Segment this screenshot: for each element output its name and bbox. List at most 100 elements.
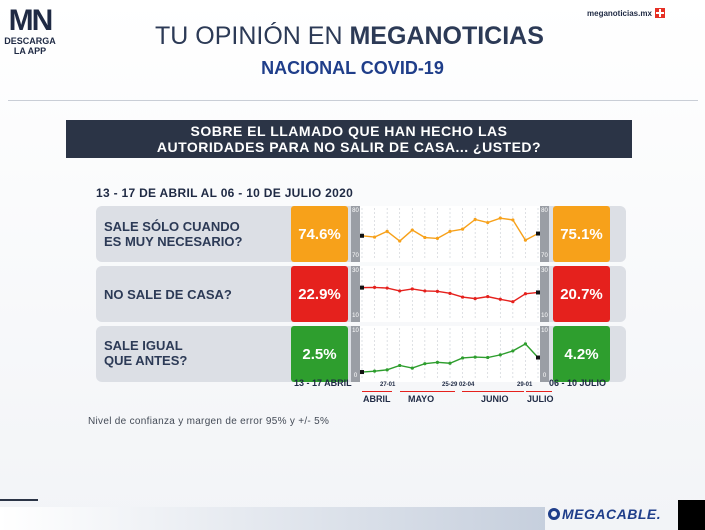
data-point — [410, 228, 414, 232]
scale-tick-top: 10 — [352, 328, 359, 334]
month-bar-mayo — [400, 391, 455, 392]
date-range: 13 - 17 DE ABRIL AL 06 - 10 DE JULIO 202… — [96, 186, 354, 200]
data-point — [410, 366, 414, 370]
flag-icon — [655, 8, 665, 18]
data-point — [523, 342, 528, 346]
axis-day-label: 27-01 — [380, 382, 396, 388]
confidence-footnote: Nivel de confianza y margen de error 95%… — [88, 416, 330, 427]
month-bar-junio — [462, 391, 524, 392]
data-point — [448, 291, 452, 295]
meganoticias-logo[interactable]: MN DESCARGA LA APP — [4, 4, 56, 57]
data-point — [385, 229, 389, 233]
data-point — [372, 285, 377, 289]
data-point — [410, 287, 414, 291]
data-point — [385, 286, 389, 290]
logo-mark: MN — [8, 4, 54, 37]
scale-tick-top: 10 — [541, 328, 548, 334]
data-point — [448, 229, 452, 233]
scale-tick-top: 30 — [352, 268, 359, 274]
month-label-junio: JUNIO — [481, 394, 509, 404]
data-point — [536, 231, 540, 236]
data-point — [435, 360, 440, 364]
data-point — [536, 355, 540, 360]
megacable-logo[interactable]: MEGACABLE. — [548, 506, 661, 522]
logo-download-text: DESCARGA LA APP — [4, 36, 56, 56]
scale-tick-bottom: 0 — [542, 373, 547, 379]
start-date-label: 13 - 17 ABRIL — [294, 378, 352, 388]
data-point — [372, 369, 377, 373]
data-point — [398, 289, 402, 293]
data-point — [435, 236, 440, 240]
scale-right-necesario — [540, 206, 549, 262]
site-url: meganoticias.mx — [587, 9, 652, 18]
data-point — [498, 297, 502, 301]
scale-left-no-sale — [351, 266, 360, 322]
axis-day-label: 02-04 — [459, 382, 475, 388]
page-subtitle: NACIONAL COVID-19 — [261, 58, 444, 78]
scale-right-igual — [540, 326, 549, 382]
data-point — [360, 370, 364, 375]
data-point — [360, 233, 364, 238]
scale-left-igual — [351, 326, 360, 382]
data-point — [398, 239, 402, 243]
question-banner: SOBRE EL LLAMADO QUE HAN HECHO LAS AUTOR… — [66, 120, 632, 158]
data-point — [448, 361, 452, 365]
data-point — [385, 368, 389, 372]
month-bar-abril — [362, 391, 392, 392]
month-bar-julio — [526, 391, 552, 392]
data-point — [536, 290, 540, 295]
data-point — [498, 353, 502, 357]
scale-tick-top: 80 — [541, 208, 548, 214]
data-point — [511, 349, 515, 353]
scale-tick-bottom: 10 — [352, 313, 359, 319]
end-value-necesario: 75.1% — [553, 206, 610, 262]
data-point — [372, 235, 377, 239]
scale-tick-bottom: 10 — [541, 313, 548, 319]
data-point — [523, 238, 528, 242]
data-point — [398, 363, 402, 368]
data-point — [498, 216, 502, 220]
start-value-no-sale: 22.9% — [291, 266, 348, 322]
axis-day-label: 29-01 — [517, 382, 533, 388]
data-point — [486, 295, 490, 299]
scale-tick-top: 30 — [541, 268, 548, 274]
data-point — [423, 289, 427, 293]
data-point — [473, 297, 477, 301]
data-point — [473, 355, 477, 359]
data-point — [435, 289, 440, 293]
month-label-mayo: MAYO — [408, 394, 435, 404]
data-point — [511, 218, 515, 222]
data-point — [523, 292, 528, 296]
megacable-icon — [548, 508, 560, 520]
row-label-no-sale: NO SALE DE CASA? — [104, 287, 232, 302]
footer-line — [0, 499, 38, 501]
end-date-label: 06 - 10 JULIO — [549, 378, 607, 388]
row-label-necesario: SALE SÓLO CUANDO ES MUY NECESARIO? — [104, 219, 243, 249]
header-divider — [8, 100, 698, 101]
scale-right-no-sale — [540, 266, 549, 322]
row-label-igual: SALE IGUAL QUE ANTES? — [104, 338, 188, 368]
start-value-necesario: 74.6% — [291, 206, 348, 262]
data-point — [360, 285, 364, 290]
data-point — [460, 227, 465, 231]
scale-left-necesario — [351, 206, 360, 262]
data-point — [473, 217, 477, 222]
end-value-igual: 4.2% — [553, 326, 610, 382]
scale-tick-bottom: 70 — [352, 253, 359, 259]
corner-block — [678, 500, 705, 530]
footer-bar — [0, 507, 545, 530]
data-point — [486, 355, 490, 360]
scale-tick-top: 80 — [352, 208, 359, 214]
scale-tick-bottom: 0 — [353, 373, 358, 379]
data-point — [460, 295, 465, 299]
scale-tick-bottom: 70 — [541, 253, 548, 259]
data-point — [511, 300, 515, 304]
page-title: TU OPINIÓN EN MEGANOTICIAS — [155, 22, 544, 50]
data-point — [423, 362, 427, 366]
month-label-abril: ABRIL — [363, 394, 391, 404]
data-point — [460, 356, 465, 360]
axis-day-label: 25-29 — [442, 382, 458, 388]
data-point — [486, 220, 490, 225]
